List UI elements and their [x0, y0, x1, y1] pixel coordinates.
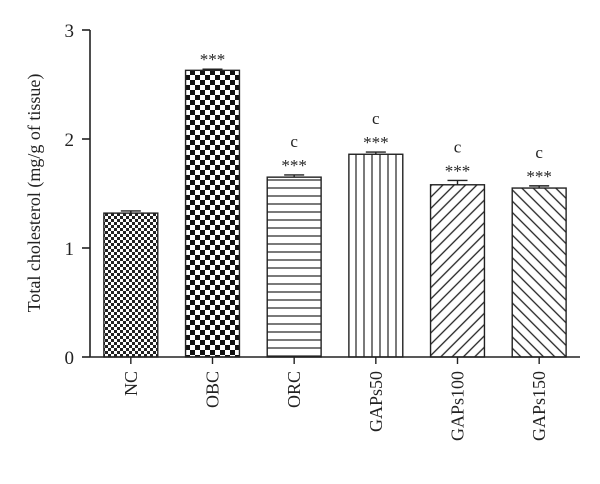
x-tick-label-obc: OBC [203, 371, 223, 408]
significance-stars-obc: *** [200, 50, 226, 69]
y-tick-label: 0 [65, 348, 75, 369]
bar-orc [266, 176, 322, 358]
bar-gaps100 [429, 184, 486, 358]
bar-gaps50 [348, 153, 404, 358]
x-tick-label-gaps150: GAPs150 [529, 371, 549, 441]
y-tick-label: 1 [65, 239, 75, 260]
bar-obc [184, 69, 241, 358]
category-labels: NC OBC ORC GAPs50 GAPs100 GAPs150 [121, 357, 549, 441]
y-tick-label: 2 [65, 130, 75, 151]
significance-stars-gaps150: *** [526, 167, 552, 186]
significance-stars-orc: *** [281, 156, 307, 175]
significance-letter-gaps150: c [535, 143, 543, 162]
x-tick-label-orc: ORC [284, 371, 304, 408]
y-tick-label: 3 [65, 21, 75, 42]
significance-stars-gaps50: *** [363, 133, 389, 152]
x-tick-label-nc: NC [121, 371, 141, 396]
significance-letter-gaps100: c [454, 137, 462, 156]
bar-gaps150 [511, 187, 567, 358]
significance-letter-gaps50: c [372, 109, 380, 128]
y-axis-ticks: 0 1 2 3 [65, 21, 90, 369]
bars-group: *** *** c *** c *** c *** c [103, 50, 567, 358]
x-tick-label-gaps100: GAPs100 [448, 371, 468, 441]
significance-letter-orc: c [290, 132, 298, 151]
x-tick-label-gaps50: GAPs50 [366, 371, 386, 432]
y-axis-label: Total cholesterol (mg/g of tissue) [24, 74, 45, 313]
bar-nc [103, 212, 159, 358]
significance-stars-gaps100: *** [445, 161, 471, 180]
